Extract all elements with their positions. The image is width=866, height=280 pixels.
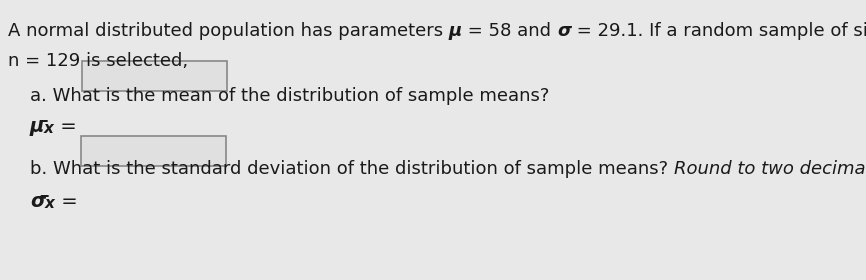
Text: =: =	[55, 192, 78, 211]
Text: n = 129 is selected,: n = 129 is selected,	[8, 52, 188, 70]
Text: = 58 and: = 58 and	[462, 22, 557, 40]
Text: = 29.1. If a random sample of size: = 29.1. If a random sample of size	[571, 22, 866, 40]
Text: ̅x: ̅x	[45, 196, 55, 211]
Bar	[81, 136, 226, 166]
Text: a. What is the mean of the distribution of sample means?: a. What is the mean of the distribution …	[30, 87, 549, 105]
Text: Round to two decimal places.: Round to two decimal places.	[674, 160, 866, 178]
Text: A normal distributed population has parameters: A normal distributed population has para…	[8, 22, 449, 40]
Bar	[82, 61, 227, 91]
Text: ̅x: ̅x	[44, 121, 55, 136]
Text: σ: σ	[30, 192, 45, 211]
Text: μ: μ	[449, 22, 462, 40]
Text: =: =	[55, 117, 77, 136]
Text: b. What is the standard deviation of the distribution of sample means?: b. What is the standard deviation of the…	[30, 160, 674, 178]
Text: μ: μ	[30, 117, 44, 136]
Text: σ: σ	[557, 22, 571, 40]
